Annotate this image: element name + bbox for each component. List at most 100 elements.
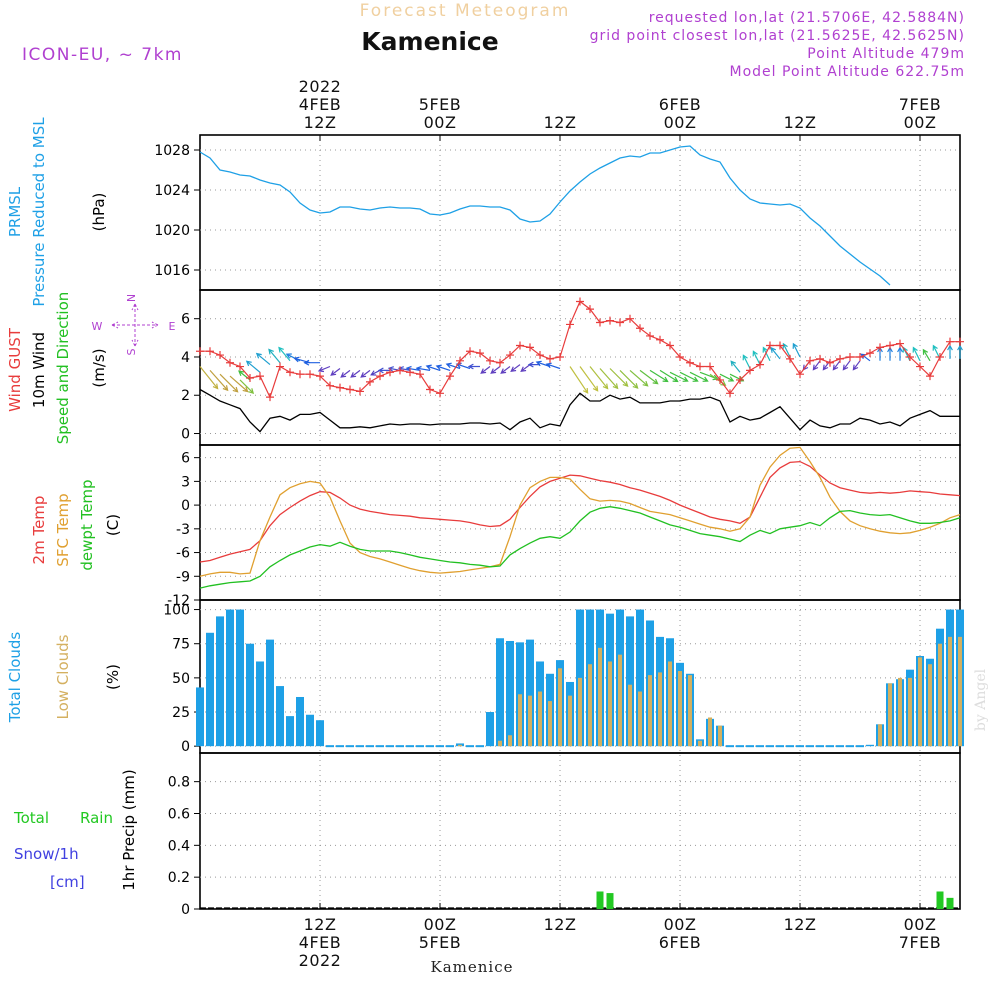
low-cloud-bar (918, 657, 922, 747)
info-gridpoint: grid point closest lon,lat (21.5625E, 42… (590, 28, 965, 44)
low-cloud-bar (948, 636, 952, 747)
wind-direction-arrow (782, 342, 791, 358)
total-cloud-bar (346, 745, 354, 748)
time-label-top: 12Z (784, 113, 817, 132)
wind-direction-arrow (303, 359, 320, 366)
dewpt-line (199, 506, 961, 589)
time-label-bottom: 6FEB (659, 933, 701, 952)
gust-marker (876, 343, 884, 352)
time-label-top: 6FEB (659, 95, 701, 114)
gust-marker (946, 337, 954, 346)
gust-marker (846, 352, 854, 361)
low-cloud-bar (618, 654, 622, 747)
time-label-bottom: 00Z (664, 915, 697, 934)
gust-marker (216, 351, 224, 360)
time-label-bottom: 00Z (424, 915, 457, 934)
low-cloud-bar (528, 695, 532, 747)
gust-marker (696, 362, 704, 371)
low-cloud-bar (638, 691, 642, 747)
gust-marker (766, 341, 774, 350)
total-cloud-bar (326, 745, 334, 748)
wind-direction-arrow (730, 360, 741, 373)
wind-direction-arrow (957, 344, 963, 359)
gust-marker (486, 356, 494, 365)
total-cloud-bar (196, 687, 204, 747)
wind-tick-label: 2 (181, 388, 190, 404)
total-cloud-bar (776, 745, 784, 748)
gust-marker (956, 337, 964, 346)
wind-direction-arrow (370, 369, 381, 376)
gust-marker (816, 354, 824, 363)
total-cloud-bar (416, 745, 424, 748)
wind-direction-arrow (500, 366, 511, 374)
wind-direction-arrow (639, 369, 659, 385)
time-label-bottom: 7FEB (899, 933, 941, 952)
gust-marker (936, 352, 944, 361)
total-cloud-bar (336, 745, 344, 748)
gust-marker (796, 370, 804, 379)
wind-direction-arrow (245, 360, 261, 373)
gust-marker (836, 354, 844, 363)
gust-marker (476, 349, 484, 358)
gust-marker (756, 360, 764, 369)
gust-marker (656, 335, 664, 344)
total-cloud-bar (426, 745, 434, 748)
wind-direction-arrow (679, 371, 699, 382)
time-label-top: 00Z (424, 113, 457, 132)
low-cloud-bar (898, 677, 902, 747)
wind-direction-arrow (490, 366, 501, 374)
total-cloud-bar (386, 745, 394, 748)
low-cloud-bar (458, 744, 462, 747)
low-cloud-bar (958, 636, 962, 747)
clouds-tick-label: 25 (172, 705, 190, 721)
gust-marker (436, 389, 444, 398)
total-rain-label-part: Total (13, 809, 49, 827)
clouds-tick-label: 50 (172, 671, 190, 687)
pressure-label: PRMSL (6, 186, 24, 237)
wind-direction-arrow (922, 348, 931, 362)
low-cloud-bar (568, 695, 572, 747)
total-cloud-bar (756, 745, 764, 748)
time-label-bottom: 12Z (544, 915, 577, 934)
low-cloud-bar (628, 684, 632, 747)
gust-marker (376, 372, 384, 381)
gust-marker (566, 320, 574, 329)
temp-tick-label: -6 (176, 546, 190, 562)
gust-marker (496, 358, 504, 367)
total-cloud-bar (856, 745, 864, 748)
precip-tick-label: 0.4 (168, 838, 190, 854)
gust-marker (646, 331, 654, 340)
gust-marker (746, 366, 754, 375)
wind-direction-arrow (912, 346, 921, 362)
credit-watermark: by Angel (973, 668, 989, 731)
pressure-tick-label: 1016 (154, 263, 190, 279)
gust-marker (776, 341, 784, 350)
total-cloud-bar (256, 661, 264, 747)
temp-tick-label: 0 (181, 498, 190, 514)
wind-direction-arrow (659, 369, 679, 383)
gust-marker (586, 305, 594, 314)
gust-marker (416, 370, 424, 379)
wind-direction-arrow (520, 364, 531, 372)
gust-marker (256, 372, 264, 381)
low-cloud-bar (688, 675, 692, 747)
product-title: Forecast Meteogram (360, 1, 571, 21)
gust-marker (636, 324, 644, 333)
wind-direction-arrow (669, 371, 689, 382)
time-label-top: 4FEB (299, 95, 341, 114)
model-name: ICON-EU, ~ 7km (22, 45, 183, 65)
gust-marker (736, 375, 744, 384)
gust-marker (226, 358, 234, 367)
gust-marker (906, 352, 914, 361)
clouds-tick-label: 100 (163, 603, 190, 619)
info-point-altitude: Point Altitude 479m (807, 46, 965, 62)
total-cloud-bar (376, 745, 384, 748)
total-rain-label-part: Rain (80, 809, 113, 827)
low-cloud-bar (698, 740, 702, 747)
low-cloud-bar (678, 671, 682, 747)
temp2m-line (199, 460, 961, 563)
gust-line (200, 300, 960, 399)
total-cloud-bar (796, 745, 804, 748)
compass-w: W (92, 320, 103, 333)
wind-label: 10m Wind (30, 332, 48, 408)
